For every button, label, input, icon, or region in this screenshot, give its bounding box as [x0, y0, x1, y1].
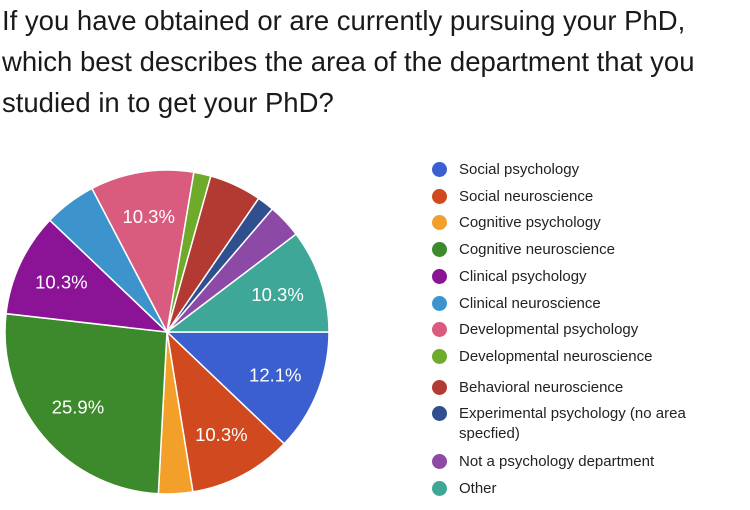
legend-swatch	[432, 215, 447, 231]
pie-slice-other	[164, 233, 330, 333]
legend-item: Developmental psychology	[432, 320, 729, 340]
legend-label: Clinical psychology	[459, 267, 587, 285]
legend-label: Social psychology	[459, 161, 580, 178]
legend-item: Experimental psychology (no area specfie…	[432, 404, 729, 444]
chart-title: If you have obtained or are currently pu…	[2, 5, 695, 118]
pie-slice-social-neuroscience	[165, 329, 286, 493]
legend-label: Developmental psychology	[459, 321, 639, 339]
pie-chart: 12.1% 10.3% 25.9% 10.3% 10.3% 10.3%	[0, 160, 340, 505]
legend-swatch	[432, 481, 447, 496]
slice-label: 12.1%	[249, 364, 301, 385]
legend-label: Other	[459, 480, 497, 497]
pie-svg: 12.1% 10.3% 25.9% 10.3% 10.3% 10.3%	[4, 169, 330, 495]
legend-swatch	[432, 379, 447, 395]
slice-label: 10.3%	[251, 284, 303, 305]
legend-swatch	[432, 188, 447, 204]
legend-item: Not a psychology department	[432, 452, 729, 472]
legend-label: Not a psychology department	[459, 453, 655, 471]
legend-item: Clinical neuroscience	[432, 294, 729, 314]
legend-label: Cognitive psychology	[459, 214, 601, 232]
legend-swatch	[432, 162, 447, 177]
legend-swatch	[432, 454, 447, 470]
slice-label: 25.9%	[52, 396, 104, 417]
legend-label: Behavioral neuroscience	[459, 378, 624, 396]
legend-item: Social neuroscience	[432, 187, 729, 207]
legend-label: Clinical neuroscience	[459, 294, 601, 312]
legend-label: Cognitive neuroscience	[459, 241, 615, 259]
slice-label: 10.3%	[195, 424, 247, 445]
legend-label: Developmental neuroscience	[459, 347, 653, 365]
legend-label: Experimental psychology (no area specfie…	[459, 405, 686, 443]
legend-item: Other	[432, 479, 729, 499]
pie-slice-cognitive-neuroscience	[4, 312, 168, 495]
legend-item: Cognitive psychology	[432, 213, 729, 233]
pie-slice-social-psychology	[165, 331, 330, 445]
legend-item: Clinical psychology	[432, 267, 729, 287]
legend-item: Social psychology	[432, 160, 729, 180]
legend-item: Behavioral neuroscience	[432, 378, 729, 398]
legend-label: Social neuroscience	[459, 187, 594, 205]
pie-slice-clinical-psychology	[5, 219, 170, 333]
legend-swatch	[432, 322, 447, 338]
legend-item: Cognitive neuroscience	[432, 240, 729, 260]
legend-swatch	[432, 406, 447, 422]
legend-item: Developmental neuroscience	[432, 347, 729, 367]
legend-swatch	[432, 242, 447, 258]
legend-swatch	[432, 268, 447, 284]
legend-swatch	[432, 348, 447, 364]
legend-swatch	[432, 295, 447, 311]
pie-slice-developmental-psychology	[90, 169, 195, 335]
slice-label: 10.3%	[35, 272, 87, 293]
slice-label: 10.3%	[122, 206, 174, 227]
